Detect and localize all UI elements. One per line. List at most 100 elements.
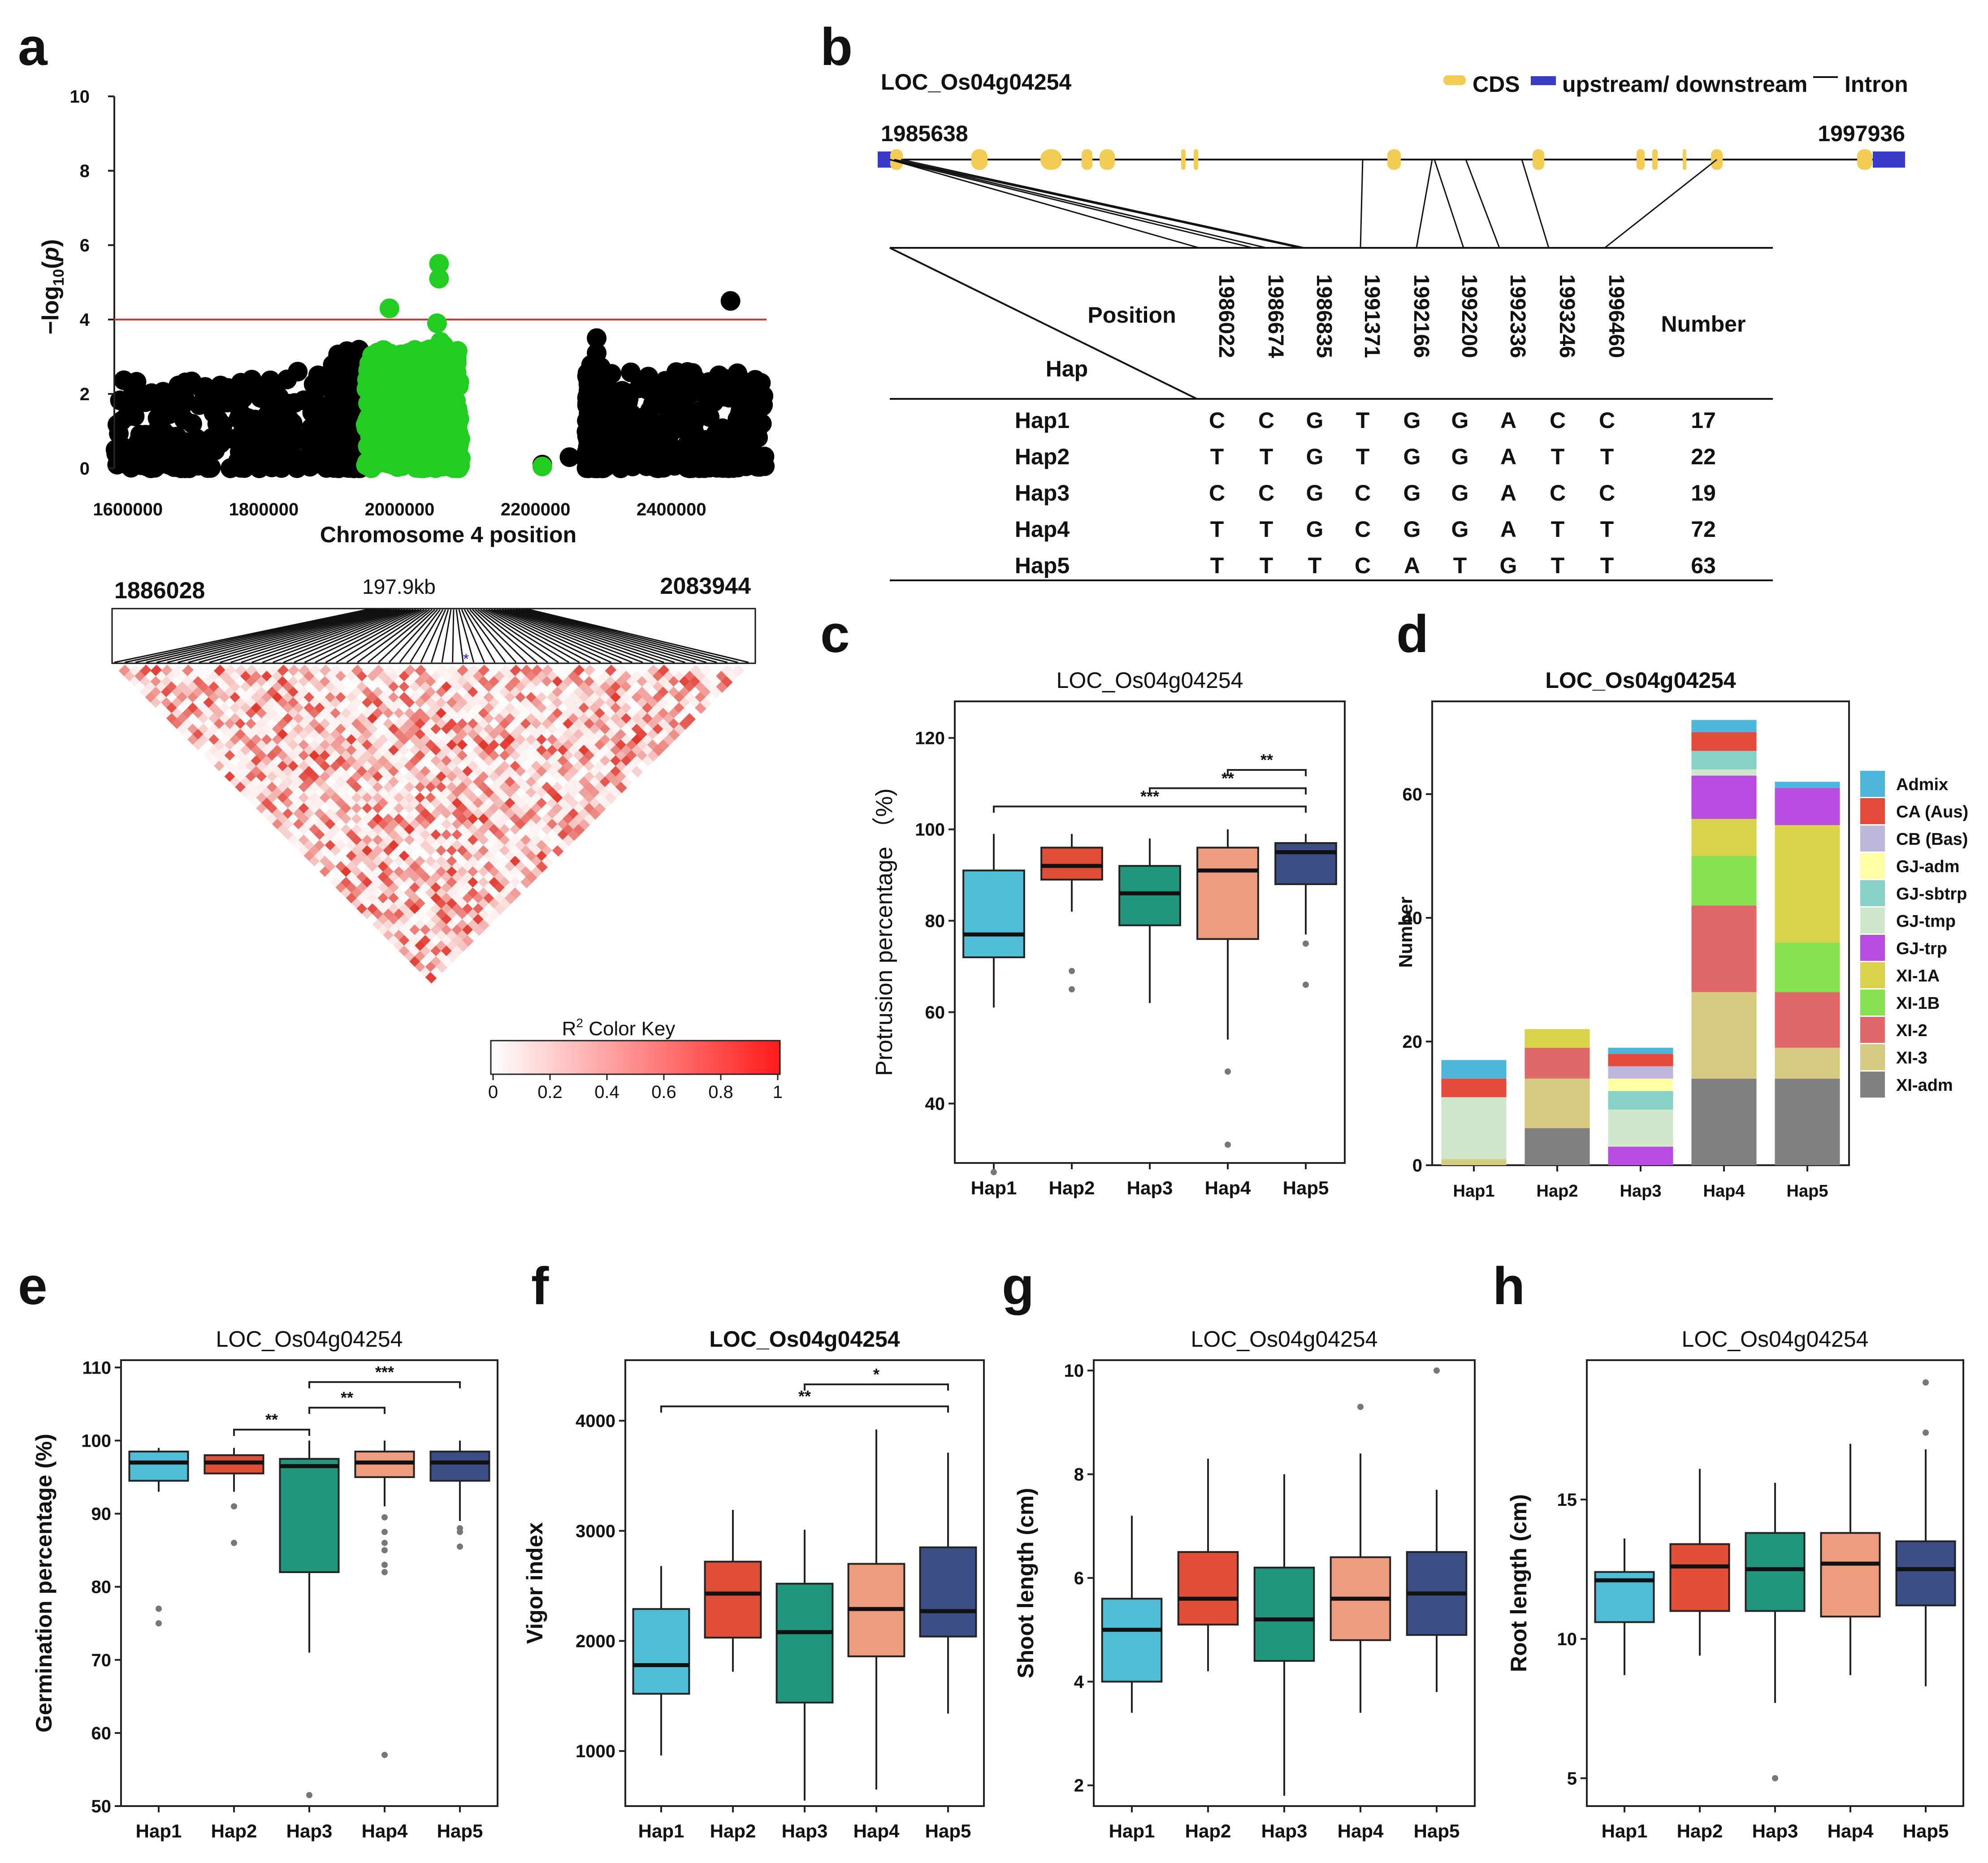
chart-title: LOC_Os04g04254 <box>1191 1327 1378 1352</box>
snp-point-candidate <box>364 420 385 441</box>
box-outlier <box>457 1529 463 1535</box>
ld-connector <box>523 609 728 663</box>
snp-link-line <box>1465 159 1500 248</box>
y-tick-label: 6 <box>1074 1569 1084 1588</box>
allele-cell: T <box>1210 553 1224 578</box>
bar-segment-GJ-sbtrp <box>1608 1091 1673 1110</box>
legend-swatch <box>1860 771 1885 797</box>
ld-connector <box>410 609 444 663</box>
box-outlier <box>1772 1775 1778 1781</box>
box-Hap5 <box>429 1450 490 1482</box>
ld-connector <box>156 609 379 663</box>
y-tick-label: 50 <box>91 1797 112 1816</box>
bar-segment-XI-3 <box>1441 1159 1507 1165</box>
haplotype-count: 22 <box>1691 444 1716 469</box>
box-outlier <box>1225 1068 1231 1075</box>
cds-exon <box>1533 149 1544 170</box>
panel-label-h: h <box>1493 1257 1525 1316</box>
ld-cell <box>420 934 433 947</box>
snp-point <box>154 399 174 419</box>
ld-cell <box>404 929 417 942</box>
y-tick-label: 90 <box>91 1504 112 1524</box>
snp-link-line <box>1604 159 1717 249</box>
snp-point <box>720 430 741 450</box>
ld-cell <box>377 923 390 936</box>
box-outlier <box>231 1539 237 1546</box>
allele-cell: T <box>1210 517 1224 542</box>
ld-target-star-icon: * <box>463 651 469 668</box>
ld-cell <box>398 944 411 957</box>
cds-legend-label: CDS <box>1473 72 1520 97</box>
ld-connector <box>452 609 455 663</box>
allele-cell: C <box>1550 480 1566 506</box>
box-outlier <box>1069 968 1075 974</box>
ld-cell <box>425 929 438 942</box>
y-axis-label: Germination percentage (%) <box>31 1434 56 1733</box>
ld-cell <box>425 960 438 973</box>
ld-connector <box>125 609 371 663</box>
ld-connector <box>463 609 496 663</box>
snp-point <box>635 415 655 436</box>
snp-point <box>265 456 286 476</box>
chart-title: LOC_Os04g04254 <box>1545 668 1736 693</box>
panel-label-f: f <box>531 1257 549 1316</box>
y-tick-label: 60 <box>1403 785 1423 804</box>
snp-link-line <box>901 159 1305 249</box>
y-tick-label: 60 <box>925 1003 945 1022</box>
x-tick-label: Hap4 <box>1205 1177 1251 1198</box>
key-tick-label: 1 <box>773 1082 783 1102</box>
snp-point-candidate <box>417 362 437 382</box>
box-Hap3 <box>1253 1566 1315 1662</box>
bar-segment-XI-1B <box>1691 856 1757 906</box>
snp-point-top <box>587 328 607 348</box>
box-outlier <box>231 1503 237 1510</box>
protrusion-boxplot: LOC_Os04g04254 40 60 80 100 120 Protrusion per… <box>871 668 1346 1198</box>
haplotype-name: Hap2 <box>1015 444 1070 469</box>
box-outlier <box>1303 981 1309 988</box>
ld-connector <box>466 609 506 663</box>
y-tick-label: 2 <box>80 385 90 404</box>
box-outlier <box>156 1605 162 1612</box>
ld-connector <box>389 609 438 663</box>
snp-point <box>149 438 169 458</box>
y-axis-label: Number <box>1395 897 1416 968</box>
bar-segment-GJ-tmp <box>1608 1109 1673 1147</box>
y-tick-label: 15 <box>1557 1490 1577 1510</box>
snp-point <box>602 364 622 384</box>
snp-point-candidate <box>392 452 412 472</box>
bar-segment-XI-1A <box>1691 819 1757 856</box>
snp-point <box>288 362 308 382</box>
position-header-1996460: 1996460 <box>1604 274 1628 358</box>
ld-cell <box>420 944 433 957</box>
snp-point-candidate <box>438 353 459 373</box>
snp-link-line <box>1521 159 1550 248</box>
cds-legend-swatch <box>1443 75 1466 85</box>
snp-point <box>583 365 603 385</box>
ld-cell <box>436 960 448 973</box>
intron-legend-label: Intron <box>1845 72 1908 97</box>
snp-point <box>256 379 276 399</box>
snp-point-candidate <box>373 390 393 411</box>
allele-cell: A <box>1500 517 1516 542</box>
haplotype-count: 63 <box>1691 553 1716 578</box>
haplotype-row: Hap5 T T T C A T G T T 63 <box>1015 553 1716 578</box>
legend-swatch <box>1860 798 1885 824</box>
ld-cell <box>425 971 438 984</box>
manhattan-plot: 0 2 4 6 8 10 1600000 1800000 2000000 2200000 2400… <box>38 87 775 547</box>
snp-point <box>278 393 298 414</box>
y-tick-label: 40 <box>1403 908 1423 928</box>
allele-cell: A <box>1404 553 1420 578</box>
significance-label: ** <box>341 1388 353 1407</box>
box-outlier <box>991 1169 997 1176</box>
table-header-hap: Hap <box>1046 356 1088 381</box>
panel-label-c: c <box>820 605 850 664</box>
ld-connector <box>357 609 430 663</box>
snp-point-candidate <box>443 458 463 478</box>
snp-point <box>715 383 736 403</box>
bar-segment-GJ-trp <box>1691 775 1757 819</box>
y-tick-label: 120 <box>915 729 945 748</box>
snp-point <box>593 454 614 475</box>
y-tick-label: 70 <box>91 1651 112 1670</box>
snp-point <box>105 440 126 460</box>
